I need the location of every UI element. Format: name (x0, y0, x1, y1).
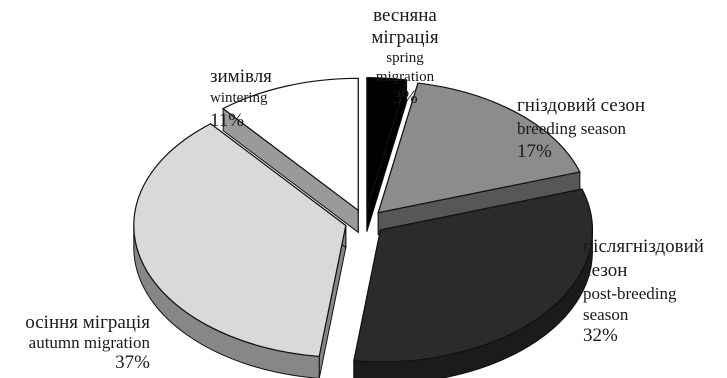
label-winter-en: wintering (210, 90, 268, 106)
label-post-en-2: season (583, 305, 629, 324)
label-breeding-season: гніздовий сезон breeding season 17% (517, 96, 645, 161)
label-spring-uk-1: весняна (373, 5, 437, 26)
label-spring-migration: весняна міграція spring migration 3% (355, 6, 455, 107)
label-spring-uk-2: міграція (371, 27, 439, 48)
label-autumn-en: autumn migration (28, 333, 150, 352)
label-winter-pct: 11% (210, 110, 245, 131)
label-post-breeding-season: післягніздовий сезон post-breeding seaso… (583, 237, 704, 345)
label-post-en-1: post-breeding (583, 284, 677, 303)
label-autumn-migration: осіння міграція autumn migration 37% (2, 313, 150, 372)
label-wintering: зимівля wintering 11% (210, 67, 272, 130)
label-breeding-uk: гніздовий сезон (517, 95, 646, 116)
label-autumn-pct: 37% (115, 352, 150, 373)
label-post-pct: 32% (583, 325, 618, 346)
pie-top-layer (133, 77, 593, 363)
label-spring-pct: 3% (392, 87, 418, 108)
slice-breeding-season (377, 82, 581, 214)
label-winter-uk: зимівля (210, 66, 272, 87)
slice-autumn-migration (133, 123, 347, 358)
label-autumn-uk: осіння міграція (25, 312, 150, 333)
label-post-uk-1: післягніздовий (583, 236, 704, 257)
label-post-uk-2: сезон (583, 260, 628, 281)
slice-post-breeding-season (353, 188, 593, 363)
slice-wintering (221, 77, 359, 212)
slice-spring-migration (366, 77, 408, 210)
label-breeding-en: breeding season (517, 119, 627, 138)
label-spring-en-1: spring (386, 50, 424, 66)
label-spring-en-2: migration (375, 69, 435, 85)
label-breeding-pct: 17% (517, 141, 552, 162)
